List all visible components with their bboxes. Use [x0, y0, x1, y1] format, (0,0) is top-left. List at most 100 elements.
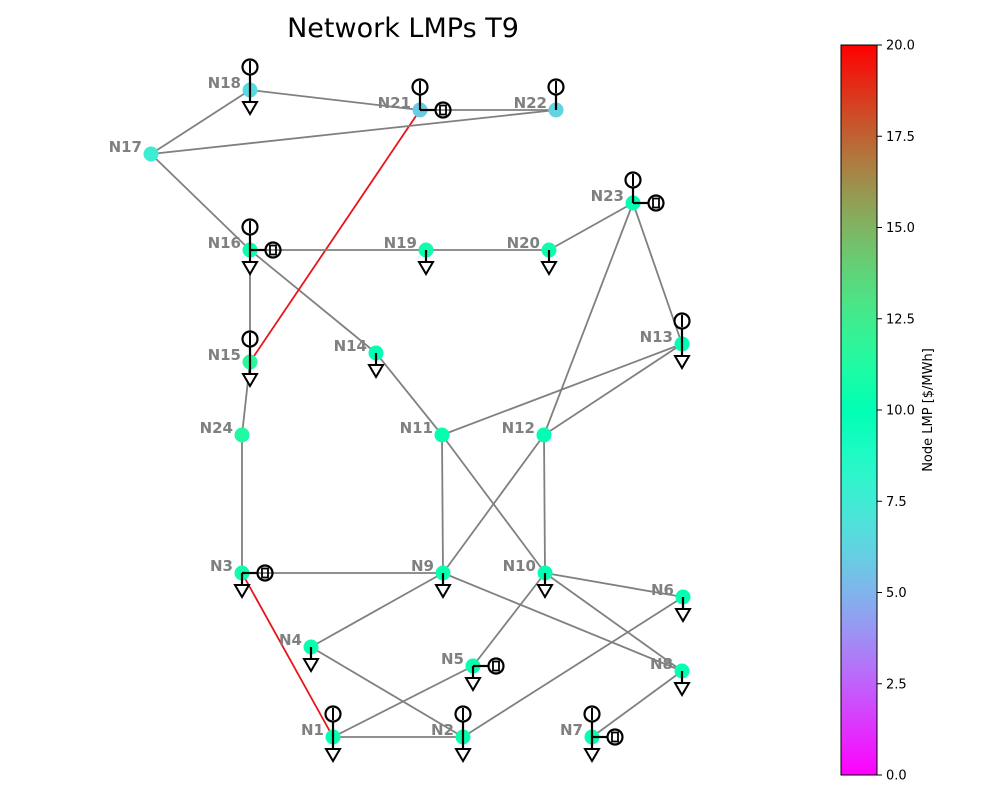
node-n23: N23: [591, 171, 665, 212]
colorbar-ticks: 0.0 2.5 5.0 7.5 10.0 12.5 15.0 17.5 20.0: [877, 39, 915, 784]
load-icon: [233, 573, 251, 599]
generator-icon: [324, 705, 342, 737]
colorbar-label: Node LMP [$/MWh]: [921, 348, 936, 472]
node-marker: [536, 427, 552, 443]
node-label: N21: [378, 94, 411, 112]
node-label: N18: [208, 74, 241, 92]
node-label: N20: [507, 234, 540, 252]
node-n4: N4: [279, 631, 320, 673]
edge-n17-n22: [150, 109, 557, 155]
node-n8: N8: [650, 655, 691, 697]
node-label: N9: [411, 557, 434, 575]
generator-icon: [411, 78, 429, 110]
edge-n1-n3: [241, 572, 334, 738]
load-icon: [434, 573, 452, 599]
node-label: N12: [502, 419, 535, 437]
node-n16: N16: [208, 218, 282, 276]
node-n6: N6: [651, 581, 692, 623]
storage-icon: [242, 564, 274, 582]
node-label: N24: [200, 419, 233, 437]
load-icon: [540, 250, 558, 276]
figure-title: Network LMPs T9: [287, 13, 519, 44]
node-n11: N11: [400, 419, 450, 443]
node-label: N15: [208, 346, 241, 364]
generator-icon: [241, 218, 259, 250]
node-n19: N19: [384, 234, 435, 276]
node-label: N2: [431, 721, 454, 739]
node-label: N3: [210, 557, 233, 575]
edge-n18-n21: [249, 89, 421, 111]
node-n2: N2: [431, 705, 472, 763]
edge-n7-n8: [591, 670, 683, 738]
generator-icon: [241, 330, 259, 362]
load-icon: [464, 666, 482, 692]
node-label: N4: [279, 631, 302, 649]
edge-n6-n10: [544, 572, 684, 598]
node-label: N14: [334, 337, 367, 355]
edge-n9-n11: [441, 434, 444, 574]
node-n22: N22: [514, 78, 565, 118]
load-icon: [673, 671, 691, 697]
edge-n17-n18: [150, 89, 251, 155]
edge-n10-n12: [543, 434, 546, 574]
generator-icon: [624, 171, 642, 203]
edge-n20-n23: [548, 202, 634, 251]
load-icon: [454, 737, 472, 763]
load-icon: [674, 597, 692, 623]
node-label: N16: [208, 234, 241, 252]
node-label: N5: [441, 650, 464, 668]
edge-n15-n24: [241, 361, 251, 436]
load-icon: [241, 90, 259, 116]
node-n14: N14: [334, 337, 385, 379]
nodes-layer: N1 N2 N3 N4 N5 N6 N7 N8 N9 N10 N11 N12 N13 N14 N15 N16 N…: [109, 58, 692, 763]
node-n9: N9: [411, 557, 452, 599]
load-icon: [241, 250, 259, 276]
node-n21: N21: [378, 78, 452, 119]
colorbar-tick-label: 2.5: [886, 677, 907, 692]
colorbar-tick-label: 10.0: [886, 404, 915, 419]
edge-n2-n4: [310, 646, 464, 738]
node-n17: N17: [109, 138, 159, 162]
load-icon: [324, 737, 342, 763]
node-n24: N24: [200, 419, 250, 443]
node-marker: [234, 427, 250, 443]
edge-n2-n6: [462, 596, 684, 738]
edge-n16-n17: [150, 153, 251, 251]
node-n20: N20: [507, 234, 558, 276]
edge-n10-n11: [441, 434, 546, 574]
colorbar: 0.0 2.5 5.0 7.5 10.0 12.5 15.0 17.5 20.0 Node LM…: [840, 39, 936, 784]
load-icon: [583, 737, 601, 763]
node-label: N13: [640, 328, 673, 346]
colorbar-tick-label: 0.0: [886, 769, 907, 784]
node-n10: N10: [503, 557, 554, 599]
node-n3: N3: [210, 557, 274, 599]
node-label: N6: [651, 581, 674, 599]
node-label: N1: [301, 721, 324, 739]
generator-icon: [241, 58, 259, 90]
colorbar-tick-label: 17.5: [886, 130, 915, 145]
node-label: N11: [400, 419, 433, 437]
load-icon: [673, 344, 691, 370]
load-icon: [241, 362, 259, 388]
generator-icon: [673, 312, 691, 344]
edge-n12-n23: [543, 202, 634, 436]
node-label: N7: [560, 721, 583, 739]
colorbar-tick-label: 7.5: [886, 495, 907, 510]
generator-icon: [583, 705, 601, 737]
edge-n8-n9: [442, 572, 683, 672]
node-label: N17: [109, 138, 142, 156]
edge-n5-n10: [472, 572, 546, 667]
edge-n8-n10: [544, 572, 683, 672]
load-icon: [302, 647, 320, 673]
edge-n4-n9: [310, 572, 444, 648]
node-n5: N5: [441, 650, 505, 692]
node-marker: [434, 427, 450, 443]
load-icon: [536, 573, 554, 599]
colorbar-tick-label: 20.0: [886, 39, 915, 54]
node-n15: N15: [208, 330, 259, 388]
node-label: N22: [514, 94, 547, 112]
load-icon: [417, 250, 435, 276]
edge-n11-n14: [375, 352, 443, 436]
load-icon: [367, 353, 385, 379]
